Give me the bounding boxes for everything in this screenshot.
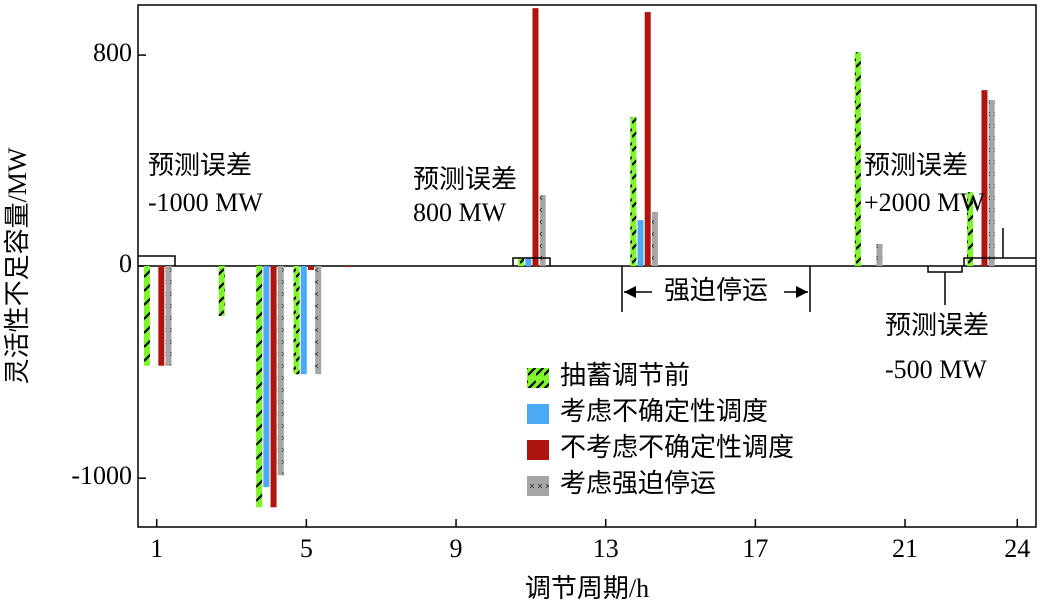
- annotation: +2000 MW: [864, 188, 985, 217]
- annotation: 预测误差: [148, 151, 252, 180]
- annotation: 预测误差: [885, 311, 989, 340]
- y-axis-label: 灵活性不足容量/MW: [3, 147, 32, 384]
- bar: [539, 195, 546, 266]
- outage-label: 强迫停运: [664, 276, 768, 305]
- x-tick-label: 1: [150, 534, 163, 563]
- bar: [651, 211, 658, 266]
- bar: [293, 266, 300, 375]
- legend-swatch: [527, 476, 549, 496]
- x-tick-label: 21: [892, 534, 918, 563]
- legend-label: 考虑强迫停运: [560, 469, 716, 498]
- x-tick-label: 9: [450, 534, 463, 563]
- bar: [300, 266, 307, 375]
- label-bg: [652, 278, 784, 306]
- bar: [981, 90, 988, 267]
- legend-label: 不考虑不确定性调度: [560, 433, 794, 462]
- bar: [165, 266, 172, 366]
- annotation: 800 MW: [413, 198, 507, 227]
- bar: [143, 266, 150, 366]
- bar: [518, 258, 525, 266]
- bar: [263, 266, 270, 488]
- bar: [315, 266, 322, 375]
- bar: [854, 52, 861, 266]
- bar: [218, 266, 225, 317]
- bar: [158, 266, 165, 366]
- x-axis-label: 调节周期/h: [525, 574, 649, 603]
- bar: [307, 266, 314, 271]
- bar: [630, 117, 637, 266]
- bar: [644, 12, 651, 267]
- bar: [967, 192, 974, 266]
- legend-swatch: [527, 440, 549, 460]
- y-tick-label: -1000: [71, 461, 132, 490]
- annotation-bracket: [512, 257, 551, 266]
- legend-label: 抽蓄调节前: [560, 361, 690, 390]
- legend-swatch: [527, 368, 549, 388]
- legend-label: 考虑不确定性调度: [560, 397, 768, 426]
- annotation-bracket: [963, 228, 1036, 266]
- y-tick-label: 800: [93, 38, 132, 67]
- bar: [876, 244, 883, 266]
- bar: [256, 266, 263, 508]
- bar: [532, 8, 539, 267]
- bar: [525, 258, 532, 266]
- bar: [270, 266, 277, 508]
- annotation-bracket: [138, 255, 176, 266]
- annotation-bracket: [927, 266, 963, 305]
- x-tick-label: 13: [593, 534, 619, 563]
- annotation: 预测误差: [413, 165, 517, 194]
- arrow-head: [624, 286, 636, 298]
- annotation: 预测误差: [864, 151, 968, 180]
- arrow-head: [796, 286, 808, 298]
- bar: [345, 266, 352, 268]
- bar: [988, 100, 995, 266]
- legend-swatch: [527, 404, 549, 424]
- y-tick-label: 0: [119, 249, 132, 278]
- x-tick-label: 5: [300, 534, 313, 563]
- x-tick-label: 17: [742, 534, 768, 563]
- annotation: -1000 MW: [148, 188, 263, 217]
- bar: [277, 266, 284, 476]
- x-tick-label: 24: [1004, 534, 1030, 563]
- annotation: -500 MW: [885, 355, 987, 384]
- bar: [637, 220, 644, 266]
